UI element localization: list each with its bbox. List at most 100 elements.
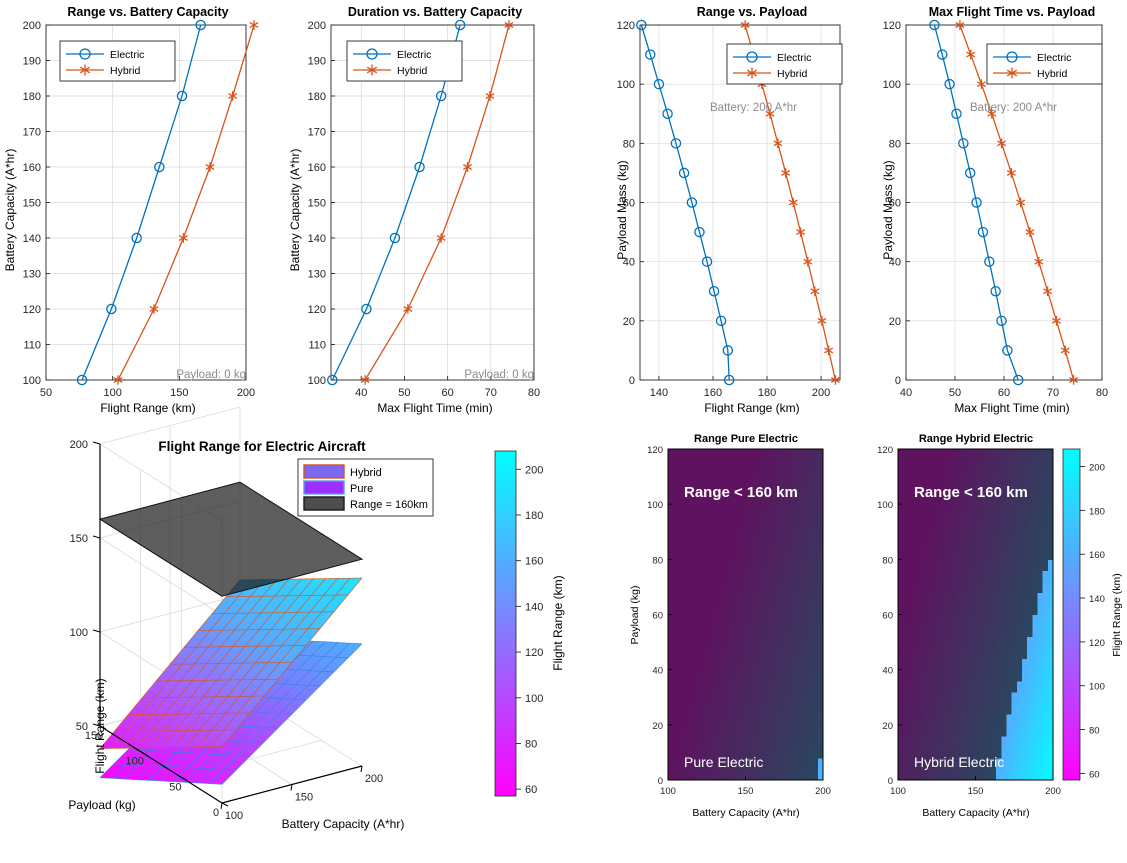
legend[interactable]: Electric Hybrid [986,43,1103,85]
subplot-duration-vs-battery-svg: 40 50 60 70 80 100 110 120 130 140 150 160 170 180 190… [288,5,540,415]
svg-text:20: 20 [652,721,663,732]
svg-text:100: 100 [877,500,893,511]
svg-text:110: 110 [23,340,41,352]
subplot-duration-vs-battery: 40 50 60 70 80 100 110 120 130 140 150 160 170 180 190… [275,0,563,431]
svg-text:200: 200 [365,773,383,785]
svg-text:170: 170 [308,127,326,139]
svg-text:60: 60 [1089,769,1100,780]
svg-text:50: 50 [949,387,961,399]
svg-text:200: 200 [525,464,543,476]
colorbar: Flight Range (km) 60 80 100 120 140 160 180 200 [1062,448,1123,780]
colorbar-gradient [494,450,517,797]
svg-text:100: 100 [617,79,635,91]
svg-text:20: 20 [882,721,893,732]
annotation-mode: Pure Electric [684,754,763,770]
svg-text:170: 170 [23,127,41,139]
subplot-title: Flight Range for Electric Aircraft [158,439,366,454]
legend-label-hybrid: Hybrid [397,65,428,77]
svg-text:200: 200 [70,439,88,451]
svg-text:160: 160 [1089,550,1105,561]
svg-text:70: 70 [1047,387,1059,399]
svg-text:200: 200 [815,786,831,797]
svg-text:120: 120 [308,304,326,316]
svg-text:80: 80 [889,138,901,150]
legend-label-range160: Range = 160km [350,499,428,511]
subplot-time-vs-payload: 40 50 60 70 80 0 20 40 60 80 100 120 Max Flight Tim… [870,0,1127,431]
legend-3d[interactable]: Hybrid Pure Range = 160km [297,458,434,517]
x-axis-label: Battery Capacity (A*hr) [282,817,405,831]
legend[interactable]: Electric Hybrid [726,43,843,85]
legend[interactable]: Electric Hybrid [59,40,176,82]
legend-box [59,40,176,82]
legend-box [346,40,463,82]
svg-text:160: 160 [23,162,41,174]
svg-text:200: 200 [1045,786,1061,797]
svg-text:130: 130 [23,269,41,281]
x-axis-label: Max Flight Time (min) [377,401,492,415]
svg-text:20: 20 [889,316,901,328]
svg-text:140: 140 [308,233,326,245]
svg-text:120: 120 [883,20,901,32]
legend-label-hybrid: Hybrid [350,467,382,479]
svg-text:100: 100 [225,810,243,822]
svg-text:100: 100 [308,375,326,387]
legend[interactable]: Electric Hybrid [346,40,463,82]
svg-text:180: 180 [1089,506,1105,517]
svg-text:80: 80 [525,738,537,750]
svg-text:0: 0 [895,375,901,387]
subplot-range-vs-battery: 50 100 150 200 100 110 120 130 140 150 160 170 180 19… [0,0,275,431]
svg-text:0: 0 [888,776,893,787]
svg-text:60: 60 [652,611,663,622]
svg-text:120: 120 [1089,638,1105,649]
svg-text:180: 180 [758,387,776,399]
subplot-title: Range vs. Payload [697,5,807,19]
svg-text:180: 180 [525,510,543,522]
legend-swatch-pure [303,480,345,495]
svg-text:100: 100 [660,786,676,797]
annotation-battery: Battery: 200 A*hr [710,102,797,114]
svg-text:120: 120 [877,445,893,456]
y-axis-label: Battery Capacity (A*hr) [3,149,17,272]
legend-marker-electric-circle-icon [1006,51,1018,63]
legend-label-electric: Electric [777,52,811,64]
subplot-time-vs-payload-svg: 40 50 60 70 80 0 20 40 60 80 100 120 Max Flight Tim… [881,5,1108,415]
svg-text:100: 100 [1089,682,1105,693]
svg-text:200: 200 [1089,463,1105,474]
svg-text:100: 100 [647,500,663,511]
svg-text:80: 80 [528,387,540,399]
svg-text:150: 150 [308,198,326,210]
svg-text:40: 40 [652,666,663,677]
svg-text:80: 80 [882,555,893,566]
subplot-title: Duration vs. Battery Capacity [348,5,522,19]
legend-label-electric: Electric [397,49,431,61]
svg-text:130: 130 [308,269,326,281]
svg-text:140: 140 [23,233,41,245]
svg-text:160: 160 [525,556,543,568]
x-axis-label: Flight Range (km) [704,401,799,415]
legend-label-electric: Electric [110,49,144,61]
svg-text:40: 40 [882,666,893,677]
svg-text:200: 200 [237,387,255,399]
colorbar-label: Flight Range (km) [551,575,565,670]
svg-text:120: 120 [647,445,663,456]
svg-text:180: 180 [308,91,326,103]
svg-text:80: 80 [652,555,663,566]
svg-text:50: 50 [169,781,181,793]
legend-marker-electric-circle-icon [746,51,758,63]
legend-label-electric: Electric [1037,52,1071,64]
svg-text:180: 180 [23,91,41,103]
legend-swatch-range160 [303,496,345,511]
svg-text:140: 140 [1089,594,1105,605]
svg-text:120: 120 [525,647,543,659]
legend-marker-electric-circle-icon [366,48,378,60]
svg-text:0: 0 [658,776,663,787]
svg-text:150: 150 [85,730,103,742]
svg-text:150: 150 [295,792,313,804]
y-axis-label: Payload Mass (kg) [881,160,895,259]
svg-text:120: 120 [617,20,635,32]
subplot-range-vs-payload-svg: 140 160 180 200 0 20 40 60 80 100 120 Range vs. Pa… [615,5,843,415]
y-axis-label: Payload Mass (kg) [615,160,629,259]
svg-text:20: 20 [623,316,635,328]
subplot-range-pure-electric: 100 150 200 0 20 40 60 80 100 120 Range Pure Elec… [629,431,860,863]
svg-text:100: 100 [103,387,121,399]
